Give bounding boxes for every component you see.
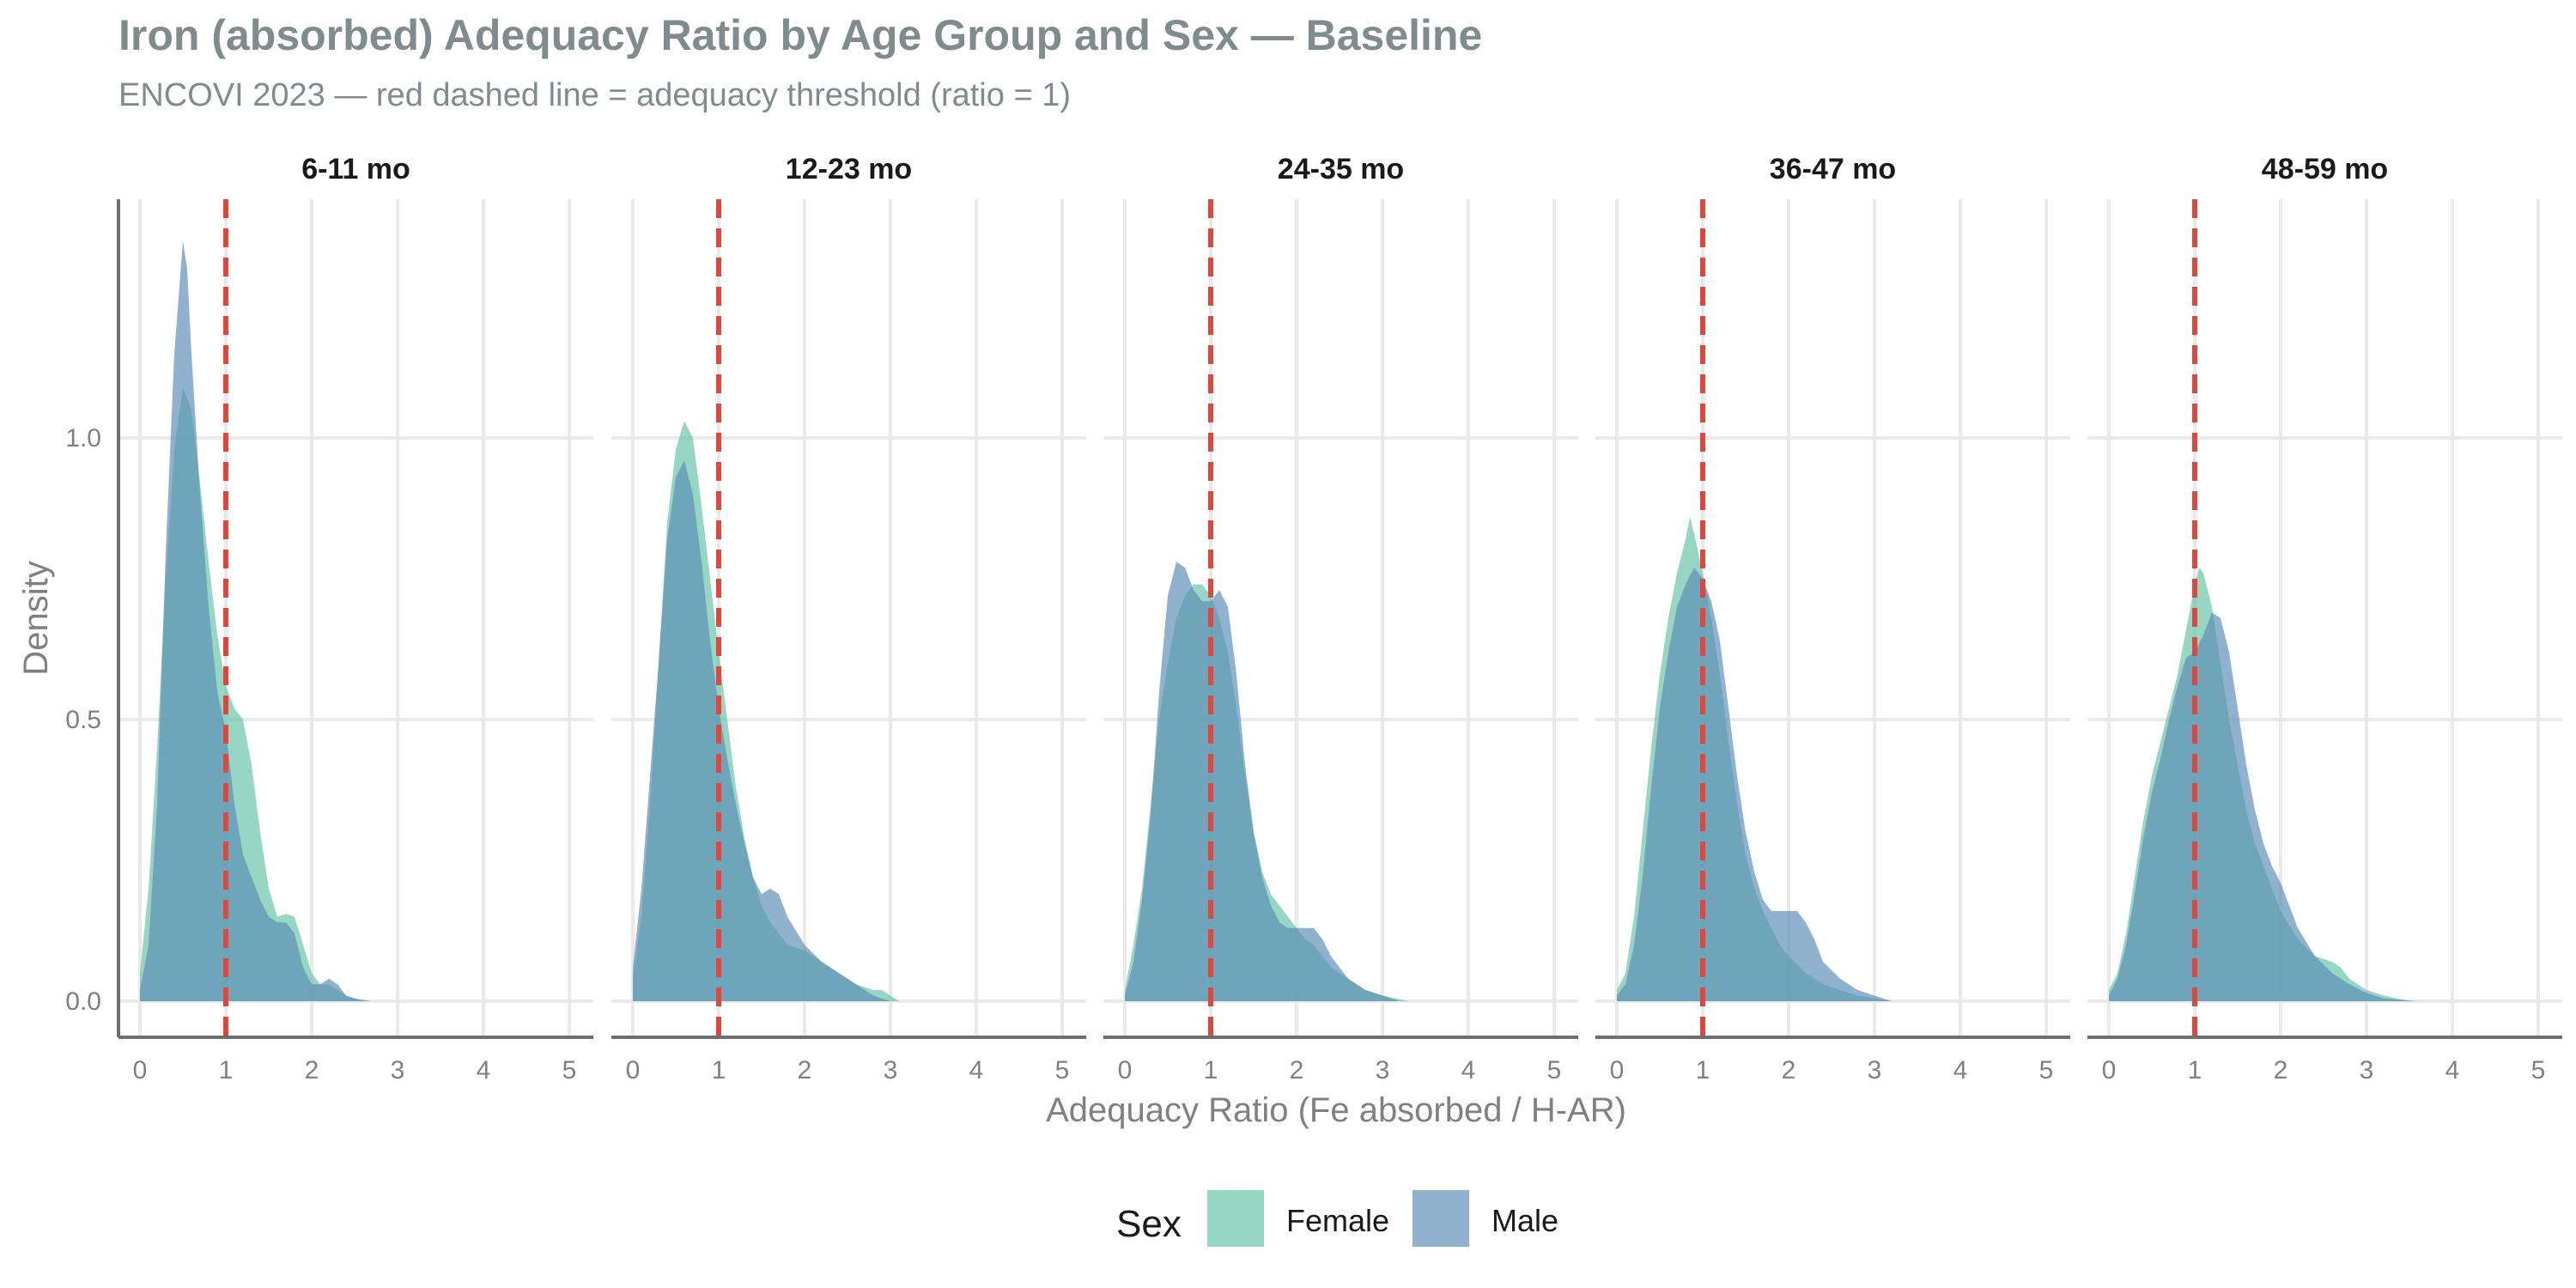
density-area-male — [633, 460, 890, 1001]
density-area-male — [140, 240, 372, 1001]
legend-label-male: Male — [1492, 1203, 1558, 1238]
x-tick-label: 4 — [969, 1056, 984, 1084]
legend-title: Sex — [1116, 1203, 1182, 1245]
x-axis-title: Adequacy Ratio (Fe absorbed / H-AR) — [1046, 1091, 1626, 1129]
y-tick-label: 0.5 — [65, 706, 101, 734]
x-tick-label: 2 — [798, 1056, 812, 1084]
x-tick-label: 0 — [626, 1056, 641, 1084]
x-tick-label: 5 — [562, 1056, 577, 1084]
x-tick-label: 5 — [1547, 1056, 1562, 1084]
density-area-male — [1125, 562, 1400, 1001]
y-axis-title: Density — [17, 561, 55, 675]
x-tick-label: 4 — [2445, 1056, 2460, 1084]
x-tick-label: 5 — [2039, 1056, 2054, 1084]
chart-subtitle: ENCOVI 2023 — red dashed line = adequacy… — [118, 77, 1071, 113]
y-tick-label: 0.0 — [65, 987, 101, 1016]
legend-swatch-female — [1207, 1190, 1264, 1247]
legend-swatch-male — [1413, 1190, 1469, 1247]
facet-panel-24-35 mo: 0 1 2 3 4 5 24-35 mo — [1103, 153, 1578, 1084]
density-area-male — [1617, 567, 1892, 1001]
x-tick-label: 4 — [1953, 1056, 1968, 1084]
x-tick-label: 0 — [2102, 1056, 2117, 1084]
x-tick-label: 3 — [884, 1056, 898, 1084]
x-tick-label: 2 — [1782, 1056, 1796, 1084]
x-tick-label: 1 — [219, 1056, 234, 1084]
density-area-male — [2109, 612, 2418, 1001]
facet-label: 24-35 mo — [1278, 153, 1404, 185]
x-tick-label: 1 — [1696, 1056, 1710, 1084]
x-tick-label: 1 — [1204, 1056, 1218, 1084]
x-tick-label: 0 — [1118, 1056, 1133, 1084]
x-tick-label: 3 — [1868, 1056, 1882, 1084]
facet-label: 12-23 mo — [786, 153, 912, 185]
x-tick-label: 4 — [1461, 1056, 1476, 1084]
x-tick-label: 3 — [2360, 1056, 2374, 1084]
x-tick-label: 3 — [391, 1056, 405, 1084]
chart-title: Iron (absorbed) Adequacy Ratio by Age Gr… — [118, 11, 1483, 59]
facet-panel-36-47 mo: 0 1 2 3 4 5 36-47 mo — [1595, 153, 2070, 1084]
legend-label-female: Female — [1286, 1203, 1389, 1238]
x-tick-label: 0 — [133, 1056, 148, 1084]
facet-panel-6-11 mo: 0 1 2 3 4 5 6-11 mo — [118, 153, 593, 1084]
x-tick-label: 2 — [305, 1056, 319, 1084]
facet-label: 36-47 mo — [1770, 153, 1896, 185]
x-tick-label: 5 — [1055, 1056, 1070, 1084]
x-tick-label: 2 — [1290, 1056, 1304, 1084]
x-tick-label: 1 — [712, 1056, 726, 1084]
y-tick-label: 1.0 — [65, 424, 101, 453]
facet-panel-12-23 mo: 0 1 2 3 4 5 12-23 mo — [611, 153, 1086, 1084]
facet-panel-48-59 mo: 0 1 2 3 4 5 48-59 mo — [2087, 153, 2562, 1084]
x-tick-label: 1 — [2188, 1056, 2202, 1084]
x-tick-label: 5 — [2531, 1056, 2546, 1084]
facet-label: 6-11 mo — [301, 153, 410, 185]
facet-label: 48-59 mo — [2262, 153, 2388, 185]
legend: Sex Female Male — [1116, 1190, 1558, 1247]
x-tick-label: 2 — [2274, 1056, 2288, 1084]
x-tick-label: 4 — [477, 1056, 491, 1084]
x-tick-label: 0 — [1610, 1056, 1625, 1084]
x-tick-label: 3 — [1376, 1056, 1390, 1084]
